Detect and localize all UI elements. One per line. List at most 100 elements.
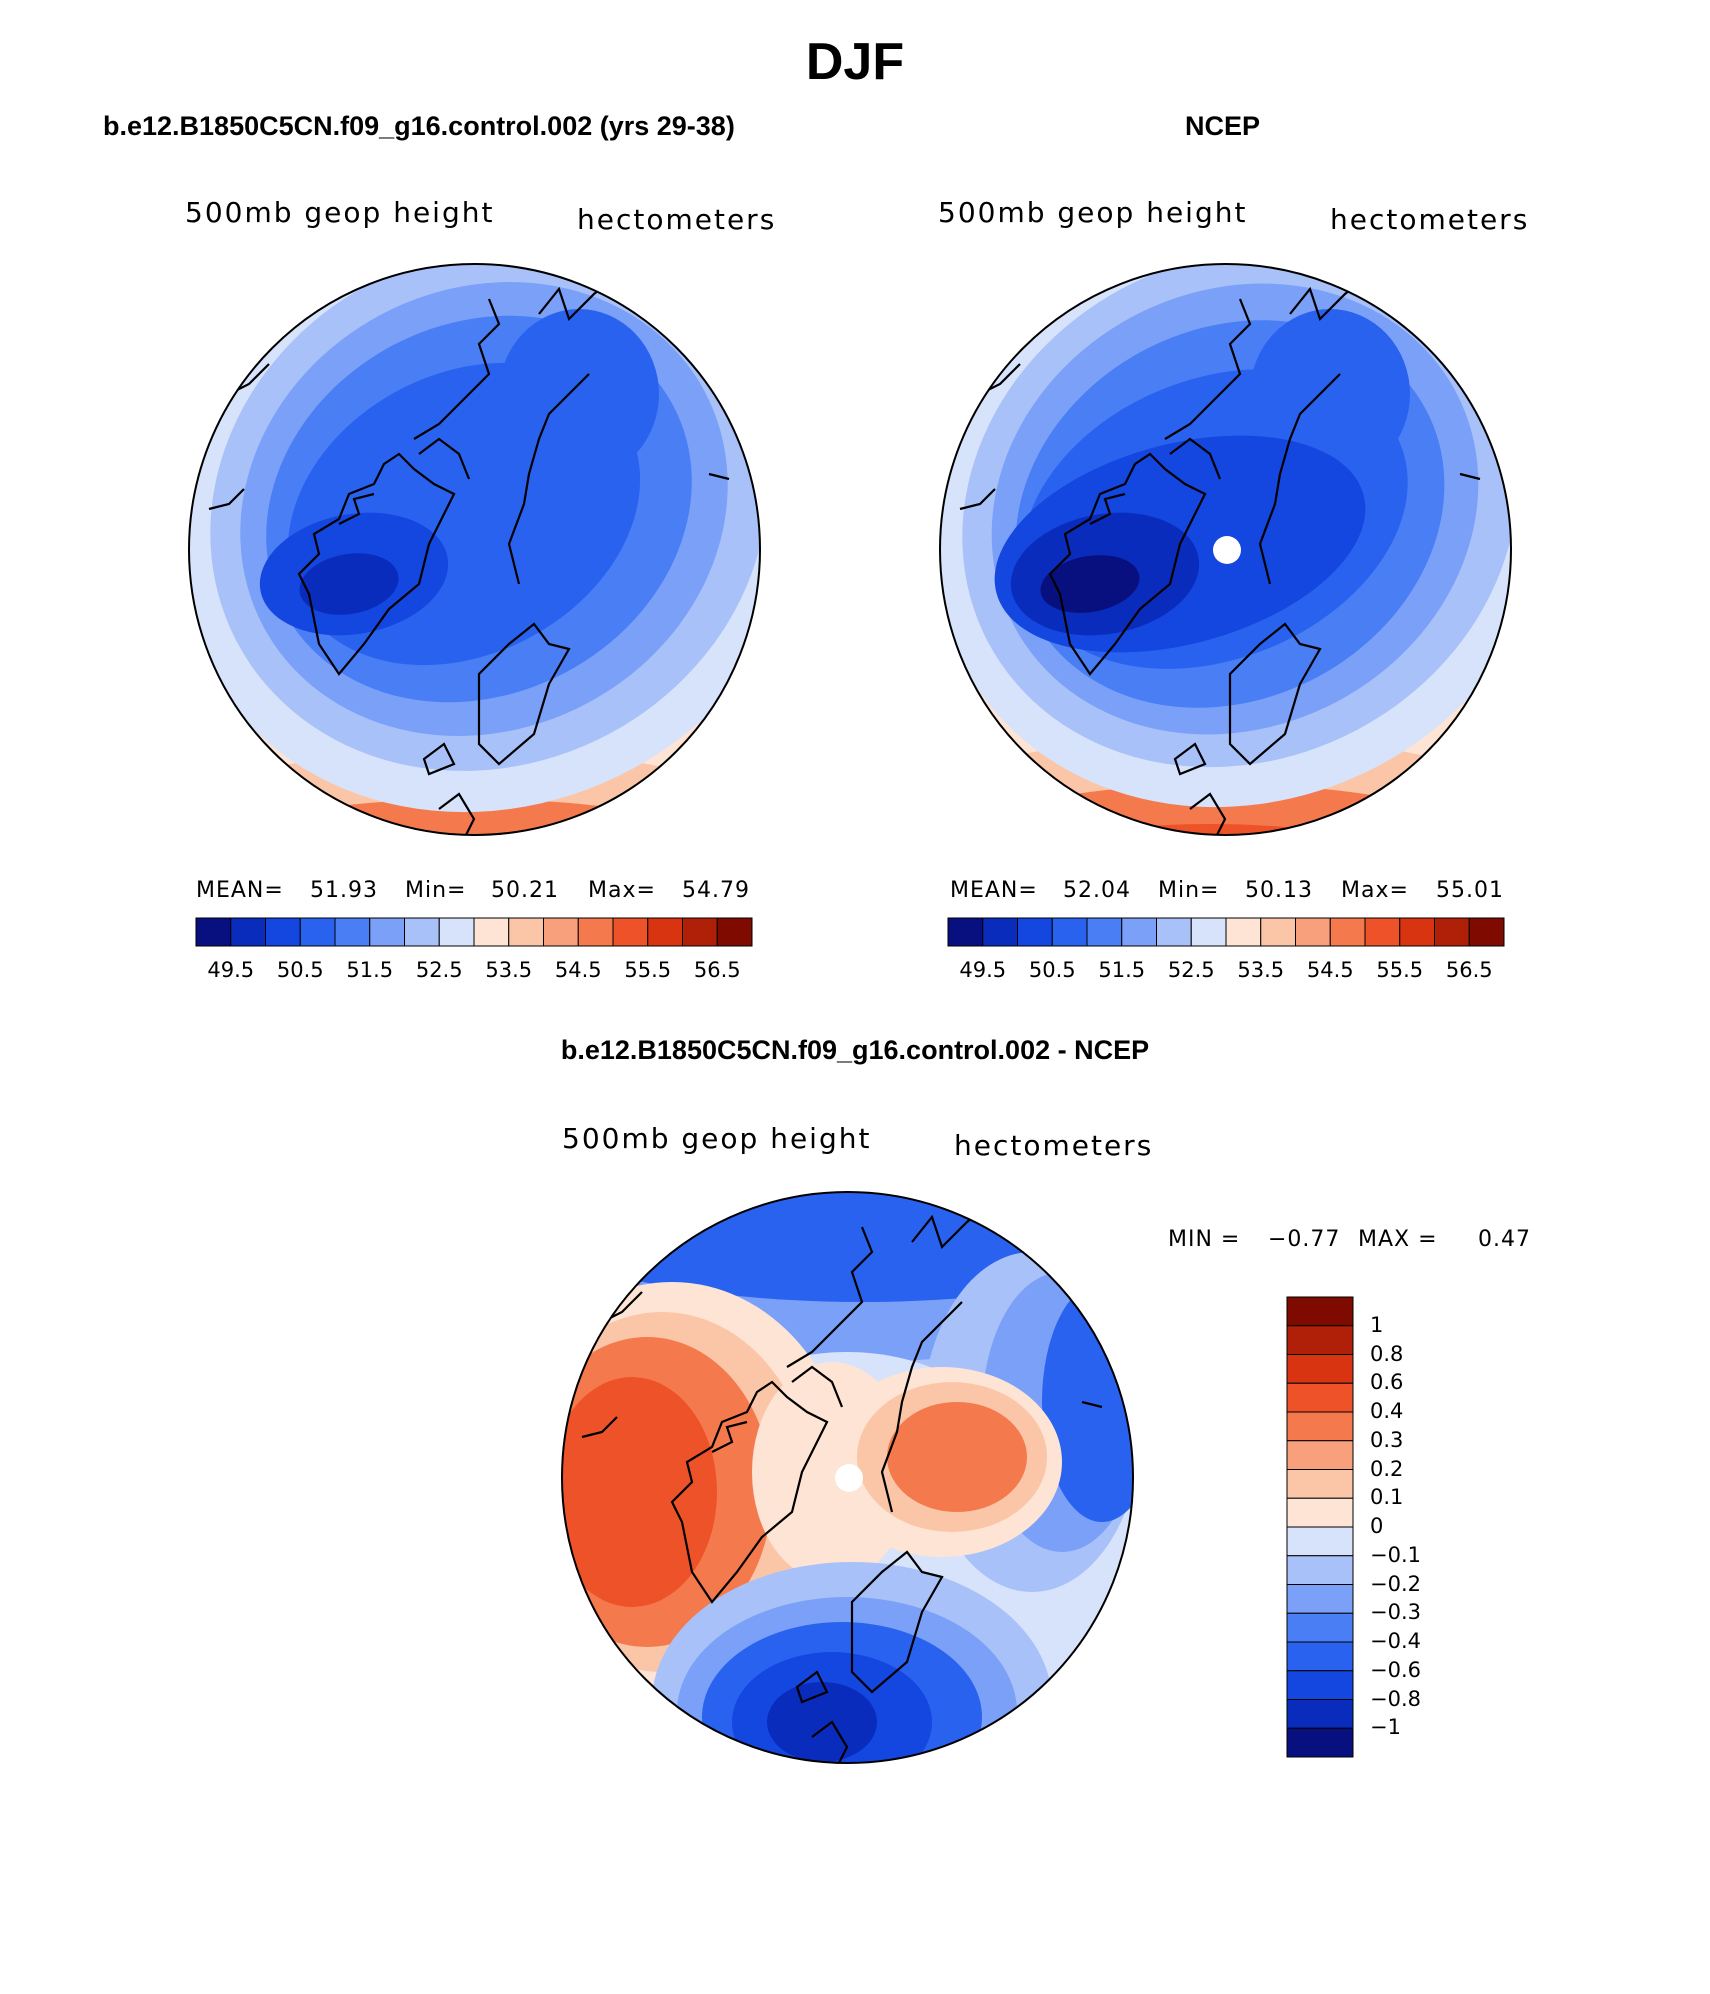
colorbar-tick-label: 53.5 [1237, 958, 1285, 982]
colorbar-tick-label: −0.1 [1370, 1542, 1421, 1567]
colorbar-tick-label: 54.5 [554, 958, 602, 982]
diff-max-value: 0.47 [1478, 1227, 1531, 1252]
colorbar-tick-label: 55.5 [624, 958, 672, 982]
colorbar-tick-label: 49.5 [959, 958, 1007, 982]
colorbar-swatch [1468, 917, 1505, 947]
model-units-label: hectometers [577, 203, 777, 236]
colorbar-swatch [1286, 1325, 1354, 1355]
colorbar-swatch [577, 917, 614, 947]
colorbar-tick-label: 52.5 [415, 958, 463, 982]
obs-polar-map [939, 263, 1512, 836]
diff-colorbar [1286, 1296, 1354, 1758]
colorbar-swatch [1286, 1497, 1354, 1528]
colorbar-swatch [1086, 917, 1123, 947]
model-colorbar [195, 917, 753, 947]
colorbar-tick-label: 54.5 [1306, 958, 1354, 982]
obs-max-label: Max= [1341, 878, 1409, 903]
colorbar-swatch [1017, 917, 1053, 947]
obs-max-value: 55.01 [1436, 878, 1504, 903]
obs-mean-value: 52.04 [1063, 878, 1131, 903]
colorbar-swatch [1286, 1670, 1354, 1700]
colorbar-tick-label: 56.5 [693, 958, 741, 982]
colorbar-tick-label: 0.6 [1370, 1370, 1404, 1395]
colorbar-tick-label: −0.4 [1370, 1629, 1421, 1653]
colorbar-swatch [1286, 1555, 1354, 1585]
colorbar-swatch [1051, 917, 1088, 947]
obs-min-label: Min= [1158, 878, 1220, 903]
obs-units-label: hectometers [1330, 203, 1530, 236]
colorbar-tick-label: 51.5 [1098, 958, 1146, 982]
model-mean-value: 51.93 [310, 878, 378, 903]
colorbar-tick-label: 0.3 [1370, 1427, 1404, 1452]
colorbar-tick-label: 50.5 [1028, 958, 1076, 982]
colorbar-swatch [947, 917, 984, 947]
colorbar-swatch [1156, 917, 1192, 947]
colorbar-swatch [982, 917, 1018, 947]
colorbar-swatch [508, 917, 544, 947]
diff-min-value: −0.77 [1268, 1227, 1341, 1252]
colorbar-tick-label: 51.5 [346, 958, 394, 982]
colorbar-swatch [1286, 1584, 1354, 1614]
colorbar-tick-label: 0.2 [1370, 1456, 1404, 1481]
colorbar-swatch [612, 917, 649, 947]
colorbar-swatch [682, 917, 718, 947]
colorbar-swatch [438, 917, 475, 947]
obs-mean-label: MEAN= [950, 878, 1038, 903]
colorbar-swatch [1434, 917, 1470, 947]
colorbar-tick-label: 1 [1370, 1312, 1384, 1337]
colorbar-swatch [1286, 1296, 1354, 1327]
obs-min-value: 50.13 [1245, 878, 1313, 903]
colorbar-swatch [265, 917, 301, 947]
colorbar-swatch [1286, 1699, 1354, 1729]
colorbar-tick-label: −0.3 [1370, 1600, 1421, 1625]
colorbar-tick-label: 53.5 [485, 958, 533, 982]
colorbar-swatch [543, 917, 579, 947]
model-min-value: 50.21 [491, 878, 559, 903]
colorbar-tick-label: 56.5 [1445, 958, 1493, 982]
colorbar-swatch [299, 917, 336, 947]
obs-colorbar [947, 917, 1505, 947]
model-panel-title: b.e12.B1850C5CN.f09_g16.control.002 (yrs… [103, 111, 735, 141]
colorbar-tick-label: 0.8 [1370, 1341, 1404, 1366]
colorbar-swatch [1286, 1469, 1354, 1499]
colorbar-tick-label: −0.2 [1370, 1571, 1421, 1596]
colorbar-tick-label: 52.5 [1167, 958, 1215, 982]
diff-polar-map [561, 1191, 1134, 1764]
colorbar-swatch [230, 917, 266, 947]
colorbar-tick-label: −0.8 [1370, 1686, 1421, 1711]
obs-panel-title: NCEP [1185, 111, 1261, 141]
colorbar-swatch [1225, 917, 1262, 947]
colorbar-swatch [647, 917, 683, 947]
diff-min-label: MIN = [1168, 1227, 1241, 1252]
colorbar-swatch [404, 917, 440, 947]
colorbar-swatch [716, 917, 753, 947]
model-max-label: Max= [588, 878, 656, 903]
diff-units-label: hectometers [954, 1129, 1154, 1162]
model-polar-map [188, 263, 761, 836]
colorbar-tick-label: 55.5 [1376, 958, 1424, 982]
colorbar-swatch [1260, 917, 1296, 947]
model-mean-label: MEAN= [196, 878, 284, 903]
colorbar-swatch [1286, 1382, 1354, 1413]
colorbar-swatch [1399, 917, 1435, 947]
diff-panel-title: b.e12.B1850C5CN.f09_g16.control.002 - NC… [560, 1035, 1150, 1065]
colorbar-swatch [1286, 1526, 1354, 1557]
colorbar-swatch [1286, 1727, 1354, 1758]
colorbar-tick-label: 0.4 [1370, 1399, 1404, 1423]
colorbar-tick-label: 49.5 [207, 958, 255, 982]
colorbar-swatch [473, 917, 510, 947]
model-max-value: 54.79 [682, 878, 750, 903]
figure-title: DJF [805, 33, 905, 91]
colorbar-tick-label: 50.5 [276, 958, 324, 982]
colorbar-swatch [1295, 917, 1331, 947]
model-min-label: Min= [405, 878, 467, 903]
colorbar-swatch [195, 917, 232, 947]
colorbar-swatch [1121, 917, 1157, 947]
colorbar-swatch [1286, 1354, 1354, 1384]
diff-max-label: MAX = [1358, 1227, 1438, 1252]
colorbar-swatch [1286, 1411, 1354, 1442]
colorbar-swatch [334, 917, 371, 947]
colorbar-swatch [1286, 1612, 1354, 1643]
colorbar-swatch [1190, 917, 1227, 947]
colorbar-swatch [1329, 917, 1366, 947]
